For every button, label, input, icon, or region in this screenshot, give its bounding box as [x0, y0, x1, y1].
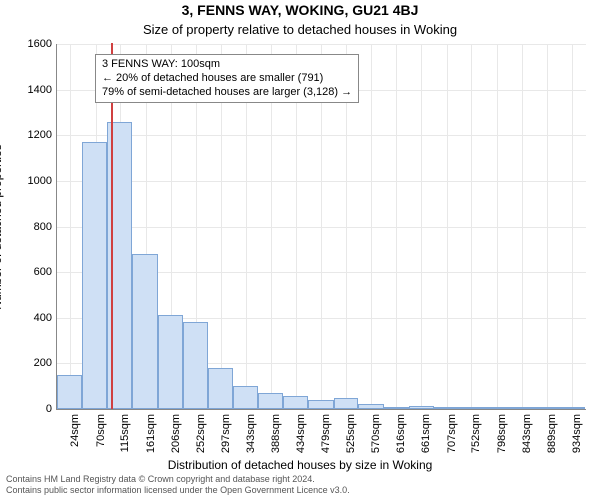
histogram-bar — [409, 406, 434, 409]
gridline-v — [447, 44, 448, 409]
chart-subtitle: Size of property relative to detached ho… — [0, 22, 600, 37]
annotation-line-2: ← 20% of detached houses are smaller (79… — [102, 72, 352, 86]
y-tick-label: 400 — [8, 312, 52, 324]
x-axis-label: Distribution of detached houses by size … — [0, 458, 600, 472]
x-tick-label: 843sqm — [521, 414, 533, 454]
histogram-bar — [434, 407, 459, 409]
x-tick-label: 343sqm — [245, 414, 257, 454]
histogram-bar — [459, 407, 484, 409]
histogram-bar — [82, 142, 107, 409]
histogram-bar — [384, 407, 409, 409]
gridline-v — [572, 44, 573, 409]
histogram-bar — [535, 407, 560, 409]
y-tick-label: 1200 — [8, 129, 52, 141]
x-tick-label: 570sqm — [370, 414, 382, 454]
x-tick-label: 525sqm — [345, 414, 357, 454]
x-tick-label: 297sqm — [220, 414, 232, 454]
x-tick-label: 161sqm — [145, 414, 157, 454]
x-tick-label: 70sqm — [95, 414, 107, 454]
gridline-v — [371, 44, 372, 409]
gridline-v — [421, 44, 422, 409]
histogram-bar — [57, 375, 82, 409]
x-tick-label: 889sqm — [546, 414, 558, 454]
histogram-bar — [308, 400, 333, 409]
x-tick-label: 115sqm — [119, 414, 131, 454]
y-tick-label: 1600 — [8, 38, 52, 50]
x-tick-label: 479sqm — [320, 414, 332, 454]
footer-line-1: Contains HM Land Registry data © Crown c… — [6, 474, 350, 485]
footer-line-2: Contains public sector information licen… — [6, 485, 350, 496]
annotation-line-1: 3 FENNS WAY: 100sqm — [102, 58, 352, 72]
y-tick-label: 600 — [8, 266, 52, 278]
gridline-v — [70, 44, 71, 409]
x-tick-label: 388sqm — [270, 414, 282, 454]
histogram-bar — [484, 407, 509, 409]
gridline-v — [497, 44, 498, 409]
histogram-bar — [509, 407, 534, 409]
x-tick-label: 798sqm — [496, 414, 508, 454]
y-tick-label: 0 — [8, 403, 52, 415]
histogram-bar — [258, 393, 283, 409]
x-tick-label: 752sqm — [470, 414, 482, 454]
x-tick-label: 434sqm — [295, 414, 307, 454]
attribution-footer: Contains HM Land Registry data © Crown c… — [6, 474, 350, 496]
gridline-v — [547, 44, 548, 409]
y-axis-label: Number of detached properties — [0, 144, 4, 309]
y-tick-label: 1400 — [8, 84, 52, 96]
x-tick-label: 661sqm — [420, 414, 432, 454]
histogram-bar — [233, 386, 258, 409]
y-tick-label: 800 — [8, 221, 52, 233]
histogram-bar — [208, 368, 233, 409]
annotation-line-3: 79% of semi-detached houses are larger (… — [102, 86, 352, 100]
annotation-box: 3 FENNS WAY: 100sqm ← 20% of detached ho… — [95, 54, 359, 103]
x-tick-label: 707sqm — [446, 414, 458, 454]
y-tick-label: 200 — [8, 357, 52, 369]
x-tick-label: 206sqm — [170, 414, 182, 454]
chart-container: { "chart": { "type": "histogram", "title… — [0, 0, 600, 500]
histogram-bar — [560, 407, 585, 409]
histogram-bar — [183, 322, 208, 409]
histogram-bar — [334, 398, 359, 409]
histogram-bar — [158, 315, 183, 409]
histogram-bar — [358, 404, 383, 409]
gridline-v — [471, 44, 472, 409]
histogram-bar — [283, 396, 308, 409]
gridline-v — [522, 44, 523, 409]
y-tick-label: 1000 — [8, 175, 52, 187]
x-tick-label: 252sqm — [195, 414, 207, 454]
x-tick-label: 934sqm — [571, 414, 583, 454]
gridline-v — [396, 44, 397, 409]
x-tick-label: 24sqm — [69, 414, 81, 454]
histogram-bar — [132, 254, 157, 409]
x-tick-label: 616sqm — [395, 414, 407, 454]
chart-title: 3, FENNS WAY, WOKING, GU21 4BJ — [0, 2, 600, 18]
